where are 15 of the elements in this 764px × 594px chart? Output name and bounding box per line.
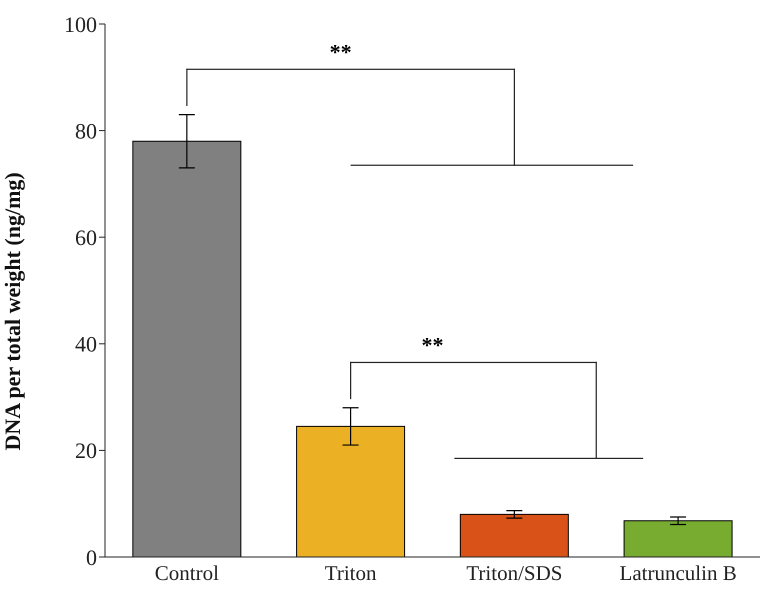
x-tick-label: Control	[154, 560, 220, 585]
y-tick-label: 40	[75, 332, 97, 357]
y-axis-title: DNA per total weight (ng/mg)	[0, 172, 25, 450]
y-tick-label: 0	[86, 544, 97, 570]
bar	[460, 514, 569, 557]
x-tick-label: Latrunculin B	[620, 560, 737, 585]
x-tick-label: Triton	[324, 560, 377, 585]
y-tick-label: 100	[64, 12, 97, 37]
y-tick-label: 60	[75, 225, 97, 250]
x-tick-label: Triton/SDS	[466, 560, 562, 585]
annotation: **	[422, 332, 444, 358]
y-tick-label: 20	[75, 438, 97, 464]
annotation: **	[330, 39, 352, 64]
y-tick-label: 80	[75, 118, 97, 144]
bar	[624, 520, 733, 557]
